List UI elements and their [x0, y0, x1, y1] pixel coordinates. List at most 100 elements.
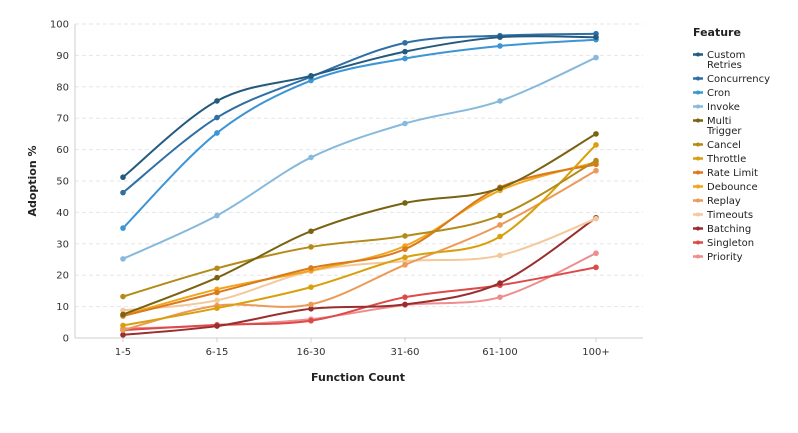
axes — [74, 24, 643, 339]
data-point-batching — [120, 332, 126, 338]
data-point-throttle — [402, 254, 408, 261]
y-tick-label: 30 — [56, 239, 69, 250]
series-line-concurrency — [122, 32, 597, 194]
data-point-replay — [308, 301, 314, 308]
y-axis-title: Adoption % — [26, 145, 39, 216]
data-point-invoke — [308, 154, 314, 161]
data-point-throttle — [214, 305, 220, 311]
data-point-batching — [402, 301, 408, 308]
y-tick-label: 90 — [56, 51, 69, 62]
data-point-singleton — [402, 294, 408, 300]
series-lines — [120, 30, 599, 338]
data-point-rate-limit — [214, 289, 220, 296]
data-point-batching — [308, 305, 314, 312]
legend-label-batching: Batching — [707, 224, 751, 235]
y-tick-label: 80 — [56, 82, 69, 93]
legend-label-custom-retries: Retries — [707, 60, 742, 71]
data-point-custom-retries — [497, 34, 503, 40]
data-point-timeouts — [214, 297, 220, 304]
data-point-multi-trigger — [497, 185, 503, 192]
x-tick-label: 31-60 — [390, 347, 419, 358]
data-point-singleton — [593, 264, 599, 271]
y-tick-label: 0 — [63, 334, 69, 345]
legend-marker-singleton — [696, 240, 700, 245]
data-point-priority — [593, 250, 599, 257]
y-tick-label: 70 — [56, 114, 69, 125]
data-point-replay — [593, 167, 599, 174]
data-point-timeouts — [120, 307, 126, 314]
data-point-throttle — [497, 233, 503, 240]
data-point-cron — [497, 43, 503, 49]
series-line-throttle — [122, 144, 597, 327]
series-line-cron — [122, 38, 597, 229]
data-point-concurrency — [214, 114, 220, 121]
grid-lines — [75, 23, 643, 308]
data-point-custom-retries — [593, 34, 599, 40]
legend-label-singleton: Singleton — [707, 238, 754, 249]
series-line-timeouts — [122, 217, 597, 312]
legend-label-multi-trigger: Trigger — [706, 126, 742, 137]
legend-marker-concurrency — [696, 76, 700, 81]
legend-marker-throttle — [696, 156, 700, 161]
data-point-multi-trigger — [308, 228, 314, 235]
x-tick-labels: 1-5 6-15 16-30 31-60 61-100 100+ — [115, 338, 610, 358]
data-point-custom-retries — [308, 73, 314, 79]
data-point-replay — [497, 222, 503, 228]
legend-marker-replay — [696, 198, 700, 203]
y-tick-label: 100 — [50, 20, 69, 31]
x-tick-label: 61-100 — [482, 347, 517, 358]
x-tick-label: 100+ — [582, 347, 609, 358]
legend-label-cancel: Cancel — [707, 140, 741, 151]
y-tick-label: 40 — [56, 208, 69, 219]
legend-label-priority: Priority — [707, 252, 743, 263]
data-point-multi-trigger — [214, 274, 220, 281]
legend-marker-custom-retries — [696, 52, 700, 57]
data-point-multi-trigger — [593, 131, 599, 137]
legend-label-throttle: Throttle — [706, 154, 746, 165]
data-point-cron — [214, 130, 220, 136]
data-point-singleton — [308, 317, 314, 324]
data-point-multi-trigger — [120, 311, 126, 318]
data-point-custom-retries — [120, 174, 126, 181]
legend-marker-invoke — [696, 104, 700, 109]
y-tick-label: 20 — [56, 271, 69, 282]
legend-label-timeouts: Timeouts — [706, 210, 753, 221]
data-point-cancel — [402, 233, 408, 239]
legend-label-concurrency: Concurrency — [707, 74, 770, 85]
data-point-cron — [402, 55, 408, 62]
legend-label-custom-retries: Custom — [707, 50, 745, 61]
data-point-invoke — [214, 212, 220, 219]
series-line-debounce — [122, 161, 597, 317]
legend-label-replay: Replay — [707, 196, 741, 207]
x-tick-label: 6-15 — [206, 347, 229, 358]
series-line-rate-limit — [122, 163, 597, 317]
data-point-replay — [402, 262, 408, 268]
data-point-multi-trigger — [402, 200, 408, 206]
data-point-cancel — [308, 244, 314, 250]
data-point-invoke — [402, 120, 408, 127]
legend-marker-multi-trigger — [696, 118, 700, 123]
y-tick-label: 10 — [56, 302, 69, 313]
data-point-invoke — [497, 98, 503, 104]
data-point-batching — [497, 280, 503, 286]
series-line-invoke — [122, 56, 597, 260]
legend-marker-cancel — [696, 142, 700, 147]
y-tick-labels: 0 10 20 30 40 50 60 70 80 90 100 — [50, 20, 69, 345]
legend-marker-cron — [696, 90, 700, 95]
data-point-replay — [120, 327, 126, 333]
data-point-priority — [497, 294, 503, 300]
data-point-rate-limit — [402, 246, 408, 252]
data-point-throttle — [120, 322, 126, 329]
data-point-timeouts — [497, 252, 503, 259]
data-point-batching — [214, 323, 220, 329]
series-line-replay — [122, 169, 597, 332]
legend-label-cron: Cron — [707, 88, 730, 99]
x-tick-label: 1-5 — [115, 347, 131, 358]
x-tick-label: 16-30 — [296, 347, 325, 358]
legend-label-rate-limit: Rate Limit — [707, 168, 758, 179]
data-point-concurrency — [120, 189, 126, 196]
data-point-custom-retries — [214, 98, 220, 104]
data-point-custom-retries — [402, 48, 408, 55]
